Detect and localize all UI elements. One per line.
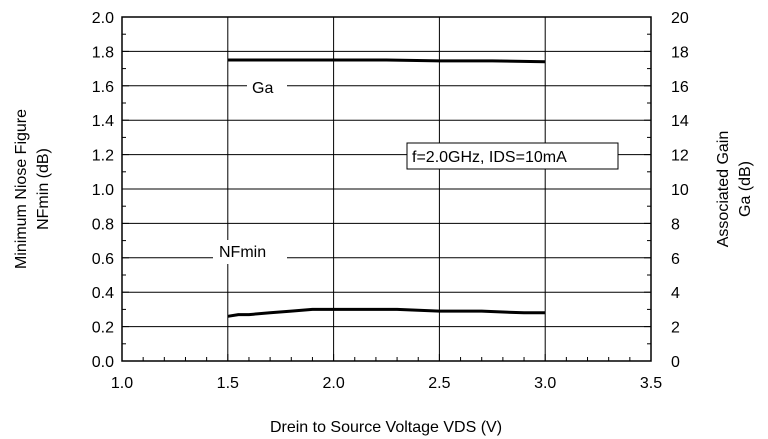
- y-right-tick-label: 2: [671, 320, 680, 337]
- y-right-tick-label: 14: [671, 113, 689, 130]
- y-right-tick-label: 4: [671, 285, 680, 302]
- condition-annotation: f=2.0GHz, IDS=10mA: [412, 149, 567, 166]
- y-left-axis-title-line1: Minimum Niose Figure: [13, 109, 30, 269]
- ga-series-label: Ga: [252, 80, 273, 97]
- nfmin-label-bg: [213, 240, 287, 264]
- y-right-tick-label: 20: [671, 10, 689, 27]
- y-left-tick-label: 0.0: [92, 354, 114, 371]
- y-left-tick-label: 2.0: [92, 10, 114, 27]
- y-left-tick-label: 0.8: [92, 216, 114, 233]
- y-left-tick-label: 1.2: [92, 148, 114, 165]
- x-tick-label: 2.0: [322, 375, 344, 392]
- y-left-tick-label: 0.2: [92, 320, 114, 337]
- x-tick-label: 1.5: [217, 375, 239, 392]
- y-left-tick-label: 1.4: [92, 113, 114, 130]
- y-right-tick-label: 0: [671, 354, 680, 371]
- nfmin-series-label: NFmin: [219, 244, 266, 261]
- y-right-tick-label: 10: [671, 182, 689, 199]
- ga-label-bg: [247, 76, 287, 98]
- series-line-ga: [227, 58, 546, 64]
- y-right-tick-label: 12: [671, 148, 689, 165]
- y-right-tick-label: 16: [671, 79, 689, 96]
- tick-labels: 1.0 1.5 2.0 2.5 3.0 3.5 0.0 0.2 0.4 0.6 0.8 1.0 1.2 1…: [92, 10, 689, 392]
- series-lines: [227, 58, 546, 318]
- y-left-tick-label: 1.8: [92, 44, 114, 61]
- x-axis-title: Drein to Source Voltage VDS (V): [270, 419, 502, 436]
- x-tick-label: 1.0: [111, 375, 133, 392]
- y-right-tick-label: 6: [671, 251, 680, 268]
- y-left-tick-label: 1.6: [92, 79, 114, 96]
- y-left-tick-label: 1.0: [92, 182, 114, 199]
- condition-box: [406, 142, 619, 170]
- series-line-nfmin: [227, 307, 546, 318]
- y-left-axis-title-line2: NFmin (dB): [35, 148, 52, 230]
- y-left-tick-label: 0.4: [92, 285, 114, 302]
- y-left-tick-label: 0.6: [92, 251, 114, 268]
- y-right-axis-title-line2: Ga (dB): [737, 161, 754, 217]
- y-right-tick-label: 8: [671, 216, 680, 233]
- x-tick-label: 3.0: [534, 375, 556, 392]
- tick-marks: [121, 16, 652, 362]
- x-tick-label: 3.5: [640, 375, 662, 392]
- x-tick-label: 2.5: [428, 375, 450, 392]
- y-right-axis-title-line1: Associated Gain: [715, 131, 732, 248]
- y-right-tick-label: 18: [671, 44, 689, 61]
